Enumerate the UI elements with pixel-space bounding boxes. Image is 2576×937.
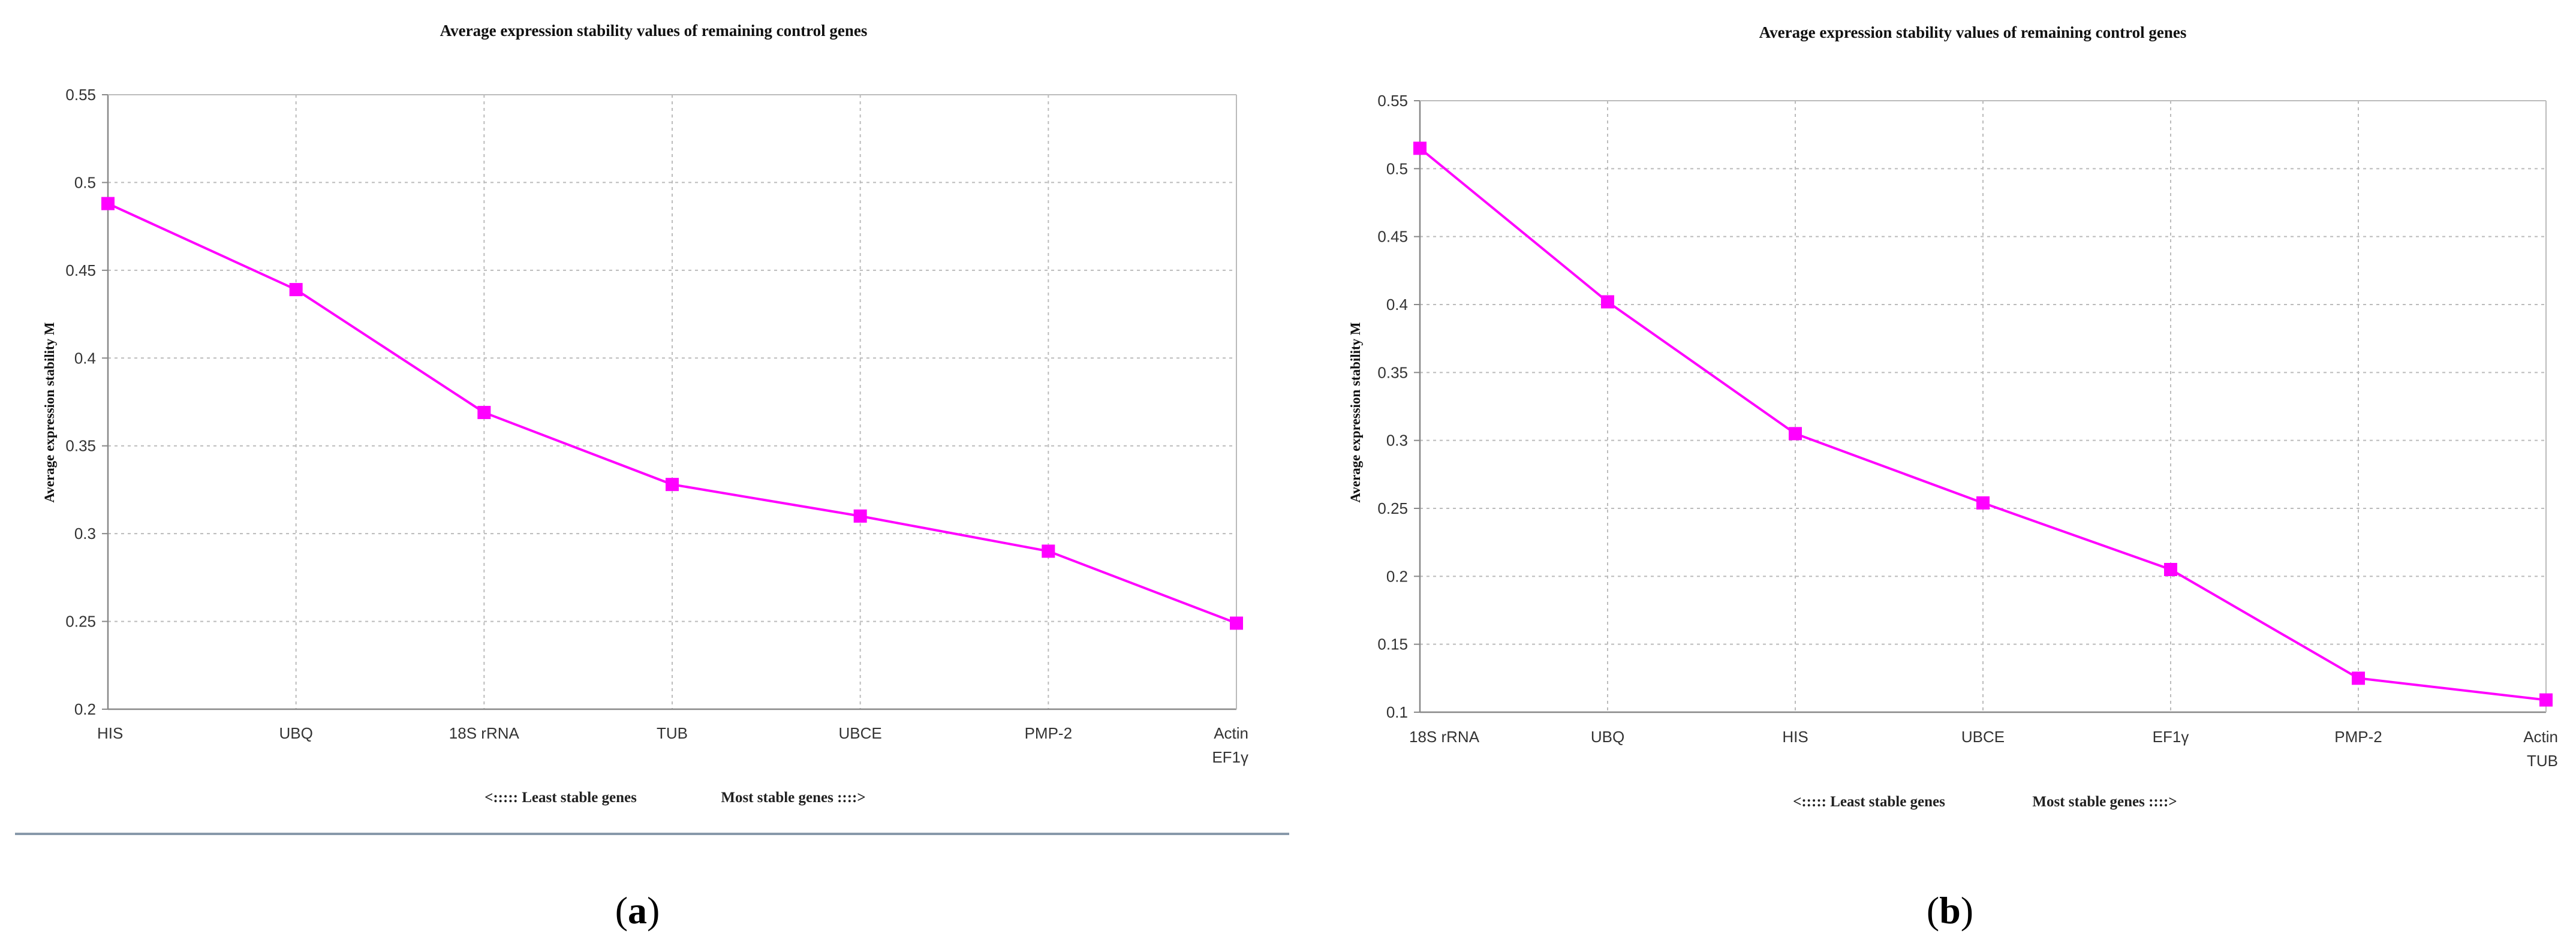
- x-tick-label: Actin TUB: [2523, 728, 2558, 770]
- y-tick-label: 0.2: [74, 700, 96, 718]
- y-tick-label: 0.5: [74, 173, 96, 191]
- data-point-marker: [1601, 295, 1614, 309]
- panel-caption-a: (a): [615, 889, 660, 932]
- x-tick-labels: HIS UBQ 18S rRNA TUB UBCE PMP-2 Actin EF1γ: [97, 724, 1248, 766]
- y-tick-label: 0.55: [65, 86, 96, 104]
- y-tick-label: 0.2: [1386, 567, 1408, 585]
- panel-caption-a-letter: a: [628, 889, 647, 932]
- chart-panel-a: Average expression stability values of r…: [15, 22, 1289, 932]
- y-tick-label: 0.35: [65, 437, 96, 455]
- legend-most-stable: Most stable genes ::::>: [721, 790, 865, 806]
- legend-least-stable: <::::: Least stable genes: [484, 790, 637, 806]
- y-tick-label: 0.5: [1386, 159, 1408, 177]
- grid: [108, 94, 1237, 709]
- x-tick-label: Actin EF1γ: [1212, 724, 1248, 766]
- data-point-marker: [666, 478, 679, 492]
- x-tick-labels: 18S rRNA UBQ HIS UBCE EF1γ PMP-2 Actin TUB: [1409, 728, 2558, 770]
- x-tick-label: PMP-2: [2334, 728, 2382, 746]
- x-tick-label: HIS: [97, 724, 123, 742]
- y-tick-label: 0.55: [1377, 92, 1408, 110]
- axes: [1414, 100, 2547, 713]
- y-tick-label: 0.45: [1377, 228, 1408, 246]
- y-tick-label: 0.3: [1386, 432, 1408, 450]
- y-tick-labels: 0.1 0.15 0.2 0.25 0.3 0.35 0.4 0.45 0.5 0.55: [1377, 92, 1408, 721]
- data-point-marker: [101, 197, 115, 210]
- x-tick-label: EF1γ: [2153, 728, 2189, 746]
- data-point-marker: [853, 509, 867, 523]
- series: [1413, 141, 2553, 707]
- data-point-marker: [1413, 141, 1427, 155]
- y-tick-label: 0.3: [74, 525, 96, 543]
- data-point-marker: [477, 406, 491, 420]
- y-tick-label: 0.4: [1386, 296, 1408, 314]
- legend-least-stable: <::::: Least stable genes: [1793, 794, 1945, 810]
- x-tick-label: UBQ: [279, 724, 312, 742]
- x-tick-label: 18S rRNA: [1409, 728, 1480, 746]
- y-tick-label: 0.4: [74, 349, 96, 367]
- x-tick-label: HIS: [1782, 728, 1808, 746]
- y-tick-label: 0.1: [1386, 703, 1408, 721]
- data-point-marker: [2352, 671, 2365, 685]
- x-tick-label: TUB: [657, 724, 688, 742]
- data-point-marker: [2539, 693, 2553, 707]
- axes: [102, 94, 1237, 710]
- data-point-marker: [1789, 427, 1802, 441]
- y-tick-label: 0.25: [65, 613, 96, 631]
- x-tick-label: PMP-2: [1025, 724, 1072, 742]
- y-tick-label: 0.35: [1377, 363, 1408, 381]
- x-tick-label: 18S rRNA: [449, 724, 520, 742]
- legend-most-stable: Most stable genes ::::>: [2032, 794, 2177, 810]
- panel-caption-b: (b): [1927, 889, 1973, 932]
- x-tick-label: UBQ: [1591, 728, 1624, 746]
- data-point-marker: [1976, 496, 1990, 510]
- data-point-marker: [1230, 616, 1243, 630]
- data-point-marker: [1042, 544, 1055, 558]
- y-axis-label: Average expression stability M: [42, 322, 57, 503]
- data-point-marker: [2164, 563, 2177, 576]
- chart-title: Average expression stability values of r…: [1759, 23, 2187, 41]
- y-tick-label: 0.15: [1377, 635, 1408, 653]
- data-point-marker: [289, 283, 303, 297]
- chart-title: Average expression stability values of r…: [440, 22, 868, 40]
- series: [101, 197, 1243, 630]
- y-axis-label: Average expression stability M: [1348, 322, 1363, 503]
- chart-panel-b: Average expression stability values of r…: [1348, 23, 2558, 932]
- y-tick-label: 0.25: [1377, 499, 1408, 517]
- y-tick-labels: 0.2 0.25 0.3 0.35 0.4 0.45 0.5 0.55: [65, 86, 96, 718]
- x-tick-label: UBCE: [1961, 728, 2005, 746]
- x-tick-label: UBCE: [839, 724, 882, 742]
- panel-caption-b-letter: b: [1939, 889, 1961, 932]
- y-tick-label: 0.45: [65, 261, 96, 279]
- grid: [1420, 100, 2547, 712]
